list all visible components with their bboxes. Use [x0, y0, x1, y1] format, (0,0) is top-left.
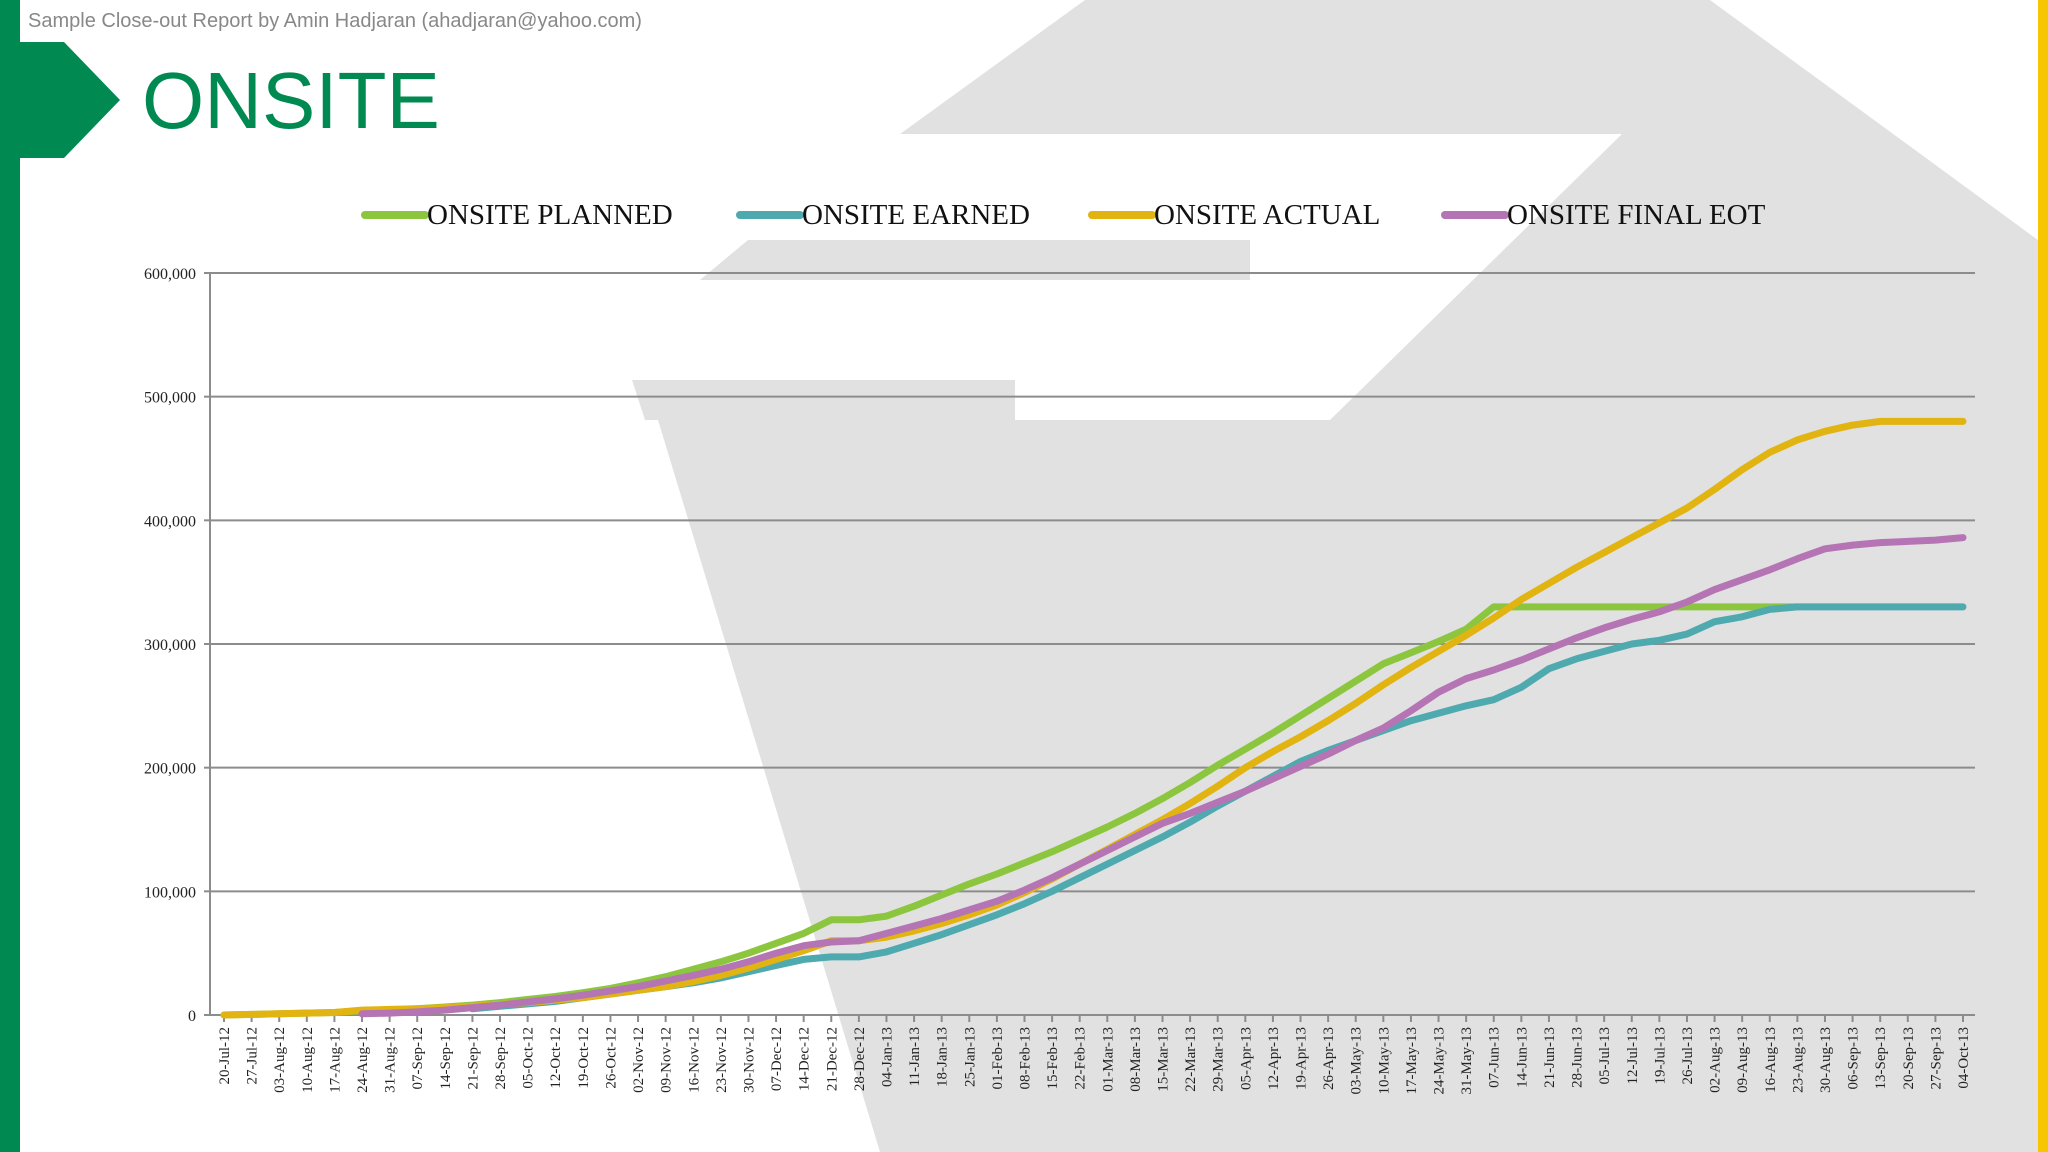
author-credit: Sample Close-out Report by Amin Hadjaran…	[28, 10, 642, 32]
y-tick-label: 100,000	[144, 884, 196, 901]
legend-label: ONSITE ACTUAL	[1154, 199, 1380, 231]
x-tick-label: 22-Mar-13	[1183, 1027, 1199, 1092]
legend-item: ONSITE FINAL EOT	[1441, 199, 1766, 231]
legend-item: ONSITE EARNED	[736, 199, 1030, 231]
x-tick-label: 08-Feb-13	[1017, 1027, 1033, 1090]
x-tick-label: 13-Sep-13	[1873, 1027, 1889, 1090]
x-tick-label: 04-Jan-13	[879, 1027, 895, 1087]
x-tick-label: 07-Jun-13	[1487, 1027, 1503, 1088]
x-tick-label: 15-Feb-13	[1045, 1027, 1061, 1090]
x-tick-label: 27-Sep-13	[1928, 1027, 1944, 1090]
x-tick-label: 05-Oct-12	[521, 1027, 537, 1089]
x-tick-label: 29-Mar-13	[1211, 1027, 1227, 1092]
gridlines	[210, 272, 1975, 1016]
y-tick-label: 600,000	[144, 266, 196, 283]
legend-label: ONSITE EARNED	[802, 199, 1030, 231]
legend: ONSITE PLANNED ONSITE EARNED ONSITE ACTUAL…	[361, 199, 1766, 231]
y-tick-label: 500,000	[144, 390, 196, 407]
x-tick-label: 02-Aug-13	[1708, 1027, 1724, 1093]
x-tick-label: 31-May-13	[1459, 1027, 1475, 1095]
x-tick-label: 09-Nov-12	[659, 1027, 675, 1093]
y-tick-label: 300,000	[144, 637, 196, 654]
x-tick-label: 25-Jan-13	[962, 1027, 978, 1087]
x-tick-label: 14-Dec-12	[797, 1027, 813, 1091]
x-tick-label: 18-Jan-13	[935, 1027, 951, 1087]
x-tick-label: 23-Nov-12	[714, 1027, 730, 1093]
y-axis: 0 100,000 200,000 300,000 400,000 500,000 600,…	[144, 266, 211, 1025]
x-tick-label: 01-Mar-13	[1100, 1027, 1116, 1092]
legend-label: ONSITE PLANNED	[427, 199, 673, 231]
x-tick-label: 26-Oct-12	[603, 1027, 619, 1089]
left-accent-bar	[0, 0, 20, 1152]
x-tick-label: 01-Feb-13	[990, 1027, 1006, 1090]
x-tick-label: 21-Dec-12	[824, 1027, 840, 1091]
x-tick-label: 12-Jul-13	[1625, 1027, 1641, 1085]
x-tick-label: 22-Feb-13	[1073, 1027, 1089, 1090]
y-tick-label: 400,000	[144, 513, 196, 530]
x-tick-label: 20-Jul-12	[217, 1027, 233, 1085]
x-tick-label: 10-May-13	[1376, 1027, 1392, 1095]
x-tick-label: 26-Jul-13	[1680, 1027, 1696, 1085]
x-tick-label: 20-Sep-13	[1901, 1027, 1917, 1090]
x-tick-label: 16-Nov-12	[686, 1027, 702, 1093]
x-tick-label: 03-Aug-12	[272, 1027, 288, 1093]
x-tick-label: 17-May-13	[1404, 1027, 1420, 1095]
x-tick-label: 26-Apr-13	[1321, 1027, 1337, 1090]
x-tick-label: 31-Aug-12	[383, 1027, 399, 1093]
x-tick-label: 21-Jun-13	[1542, 1027, 1558, 1088]
x-tick-label: 14-Sep-12	[438, 1027, 454, 1090]
x-tick-label: 08-Mar-13	[1128, 1027, 1144, 1092]
x-tick-label: 27-Jul-12	[245, 1027, 261, 1085]
legend-item: ONSITE ACTUAL	[1088, 199, 1380, 231]
x-tick-label: 19-Apr-13	[1294, 1027, 1310, 1090]
series-line-onsite-earned	[468, 603, 1967, 1013]
x-tick-label: 30-Nov-12	[741, 1027, 757, 1093]
x-tick-label: 24-May-13	[1432, 1027, 1448, 1095]
x-tick-label: 23-Aug-13	[1790, 1027, 1806, 1093]
x-tick-label: 14-Jun-13	[1514, 1027, 1530, 1088]
x-tick-label: 10-Aug-12	[300, 1027, 316, 1093]
x-tick-label: 02-Nov-12	[631, 1027, 647, 1093]
x-tick-label: 03-May-13	[1349, 1027, 1365, 1095]
legend-item: ONSITE PLANNED	[361, 199, 673, 231]
x-tick-label: 05-Apr-13	[1238, 1027, 1254, 1090]
y-tick-label: 0	[188, 1008, 196, 1025]
x-tick-label: 09-Aug-13	[1735, 1027, 1751, 1093]
x-tick-label: 21-Sep-12	[465, 1027, 481, 1090]
x-tick-label: 15-Mar-13	[1156, 1027, 1172, 1092]
x-tick-label: 06-Sep-13	[1846, 1027, 1862, 1090]
x-tick-label: 12-Apr-13	[1266, 1027, 1282, 1090]
series-line-onsite-final-eot	[358, 534, 1967, 1018]
page-title: ONSITE	[142, 56, 440, 145]
series-line-onsite-actual	[220, 417, 1967, 1019]
title-arrow-icon	[20, 42, 120, 158]
x-tick-label: 17-Aug-12	[327, 1027, 343, 1093]
x-tick-label: 11-Jan-13	[907, 1027, 923, 1086]
x-tick-label: 12-Oct-12	[548, 1027, 564, 1089]
x-axis: 20-Jul-12 27-Jul-12 03-Aug-12 10-Aug-12 17-A…	[217, 1015, 1972, 1095]
series-lines	[220, 417, 1967, 1019]
x-tick-label: 04-Oct-13	[1956, 1027, 1972, 1089]
x-tick-label: 07-Sep-12	[410, 1027, 426, 1090]
y-tick-label: 200,000	[144, 761, 196, 778]
x-tick-label: 16-Aug-13	[1763, 1027, 1779, 1093]
x-tick-label: 28-Jun-13	[1570, 1027, 1586, 1088]
x-tick-label: 05-Jul-13	[1597, 1027, 1613, 1085]
legend-label: ONSITE FINAL EOT	[1507, 199, 1766, 231]
right-accent-bar	[2038, 0, 2048, 1152]
x-tick-label: 28-Sep-12	[493, 1027, 509, 1090]
x-tick-label: 07-Dec-12	[769, 1027, 785, 1091]
x-tick-label: 28-Dec-12	[852, 1027, 868, 1091]
x-tick-label: 24-Aug-12	[355, 1027, 371, 1093]
series-line-onsite-planned	[220, 603, 1801, 1019]
x-tick-label: 30-Aug-13	[1818, 1027, 1834, 1093]
x-tick-label: 19-Oct-12	[576, 1027, 592, 1089]
x-tick-label: 19-Jul-13	[1652, 1027, 1668, 1085]
